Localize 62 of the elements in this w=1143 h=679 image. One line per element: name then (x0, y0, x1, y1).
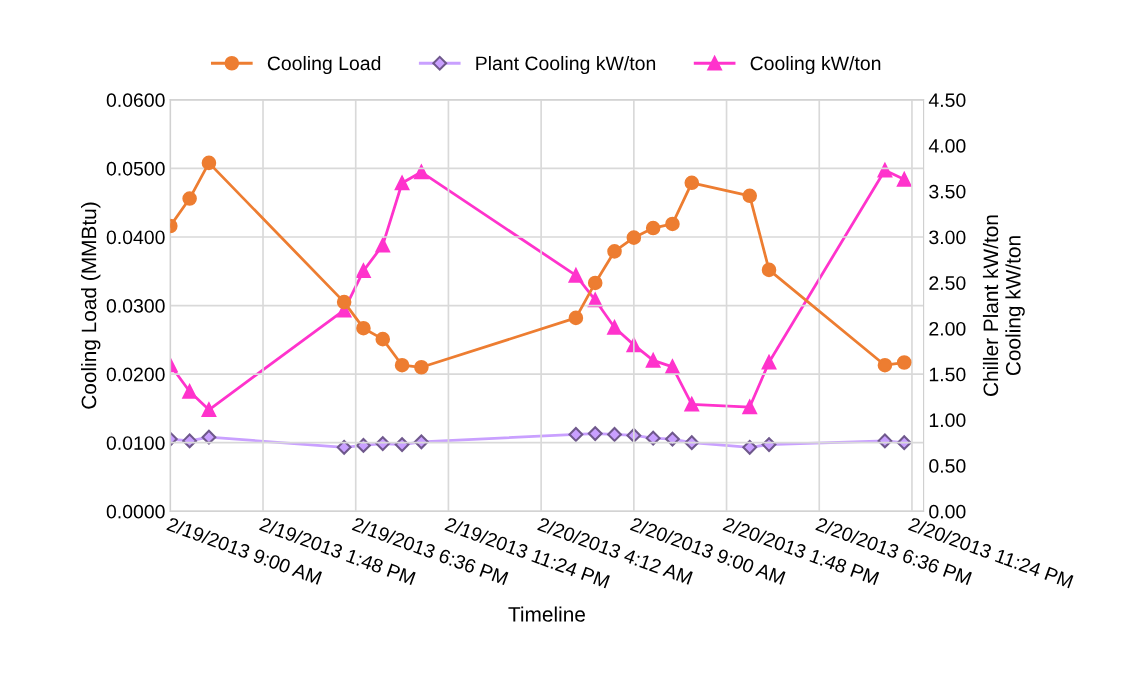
point (356, 263, 371, 279)
legend-label: Plant Cooling kW/ton (476, 55, 656, 75)
point (587, 426, 603, 441)
y-tick-label: 0.0100 (106, 436, 165, 450)
point (684, 175, 700, 191)
point (201, 155, 217, 171)
y2-tick-label: 2.00 (929, 321, 966, 336)
y-axis-title: Cooling Load (MMBtu) (81, 202, 101, 409)
y2-axis-title: Chiller Plant kW/ton Cooling kW/ton (982, 215, 1025, 396)
point (665, 359, 680, 375)
point (665, 216, 680, 232)
point (761, 354, 777, 370)
point (626, 230, 642, 245)
y2-tick-label: 4.00 (928, 139, 966, 153)
point (645, 353, 661, 368)
point (201, 429, 217, 445)
y2-tick-label: 3.50 (929, 184, 966, 199)
point (896, 355, 912, 370)
point (665, 431, 680, 447)
point (375, 237, 391, 253)
y-tick-label: 0.0400 (106, 230, 165, 245)
point (607, 244, 622, 259)
point (201, 402, 217, 418)
legend-label: Cooling kW/ton (750, 55, 881, 75)
point (568, 427, 584, 442)
y2-tick-label: 0.50 (929, 459, 966, 473)
point (182, 384, 197, 399)
point (607, 320, 622, 335)
point (414, 164, 429, 180)
y2-tick-label: 1.00 (929, 413, 966, 428)
point (394, 357, 410, 373)
point (761, 262, 777, 278)
point (182, 191, 197, 206)
point (684, 397, 700, 412)
y2-tick-label: 1.50 (929, 367, 966, 382)
y2-tick-label: 4.50 (928, 93, 966, 108)
point (877, 357, 893, 373)
x-axis-title: Timeline (508, 606, 585, 622)
point (587, 275, 603, 291)
y2-tick-label: 0.00 (929, 504, 966, 519)
y2-tick-label: 2.50 (929, 276, 966, 290)
point (356, 320, 371, 336)
point (375, 331, 391, 347)
point (568, 268, 584, 283)
point (607, 427, 622, 442)
point (742, 399, 758, 415)
y-tick-label: 0.0300 (106, 299, 165, 313)
point (568, 310, 584, 326)
point (336, 294, 352, 310)
point (414, 359, 429, 375)
y-tick-label: 0.0500 (106, 161, 165, 176)
y2-tick-label: 3.00 (929, 230, 966, 245)
point (394, 175, 410, 191)
y-tick-label: 0.0200 (106, 367, 165, 382)
point (645, 430, 661, 446)
point (877, 162, 893, 178)
y-tick-label: 0.0600 (106, 93, 165, 108)
point (645, 220, 661, 236)
point (896, 172, 912, 187)
y-tick-label: 0.0000 (106, 504, 165, 519)
point (742, 188, 758, 204)
legend-label: Cooling Load (267, 55, 381, 75)
